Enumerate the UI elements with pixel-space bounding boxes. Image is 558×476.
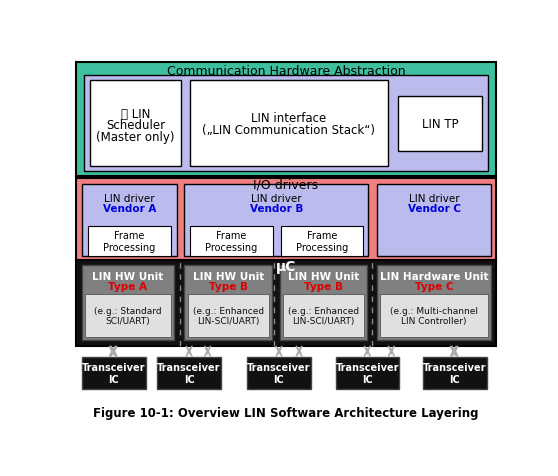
Text: (e.g.: Standard
SCI/UART): (e.g.: Standard SCI/UART) bbox=[94, 307, 162, 326]
Text: („LIN Communication Stack“): („LIN Communication Stack“) bbox=[202, 124, 375, 137]
Text: LIN driver: LIN driver bbox=[408, 194, 459, 204]
Text: Frame
Processing: Frame Processing bbox=[296, 231, 348, 252]
Text: LIN driver: LIN driver bbox=[104, 194, 155, 204]
Bar bbox=[88, 227, 171, 256]
Bar bbox=[280, 265, 367, 341]
Bar bbox=[377, 265, 492, 341]
Text: LIN TP: LIN TP bbox=[422, 118, 459, 130]
Text: LIN driver: LIN driver bbox=[251, 194, 302, 204]
Bar bbox=[190, 81, 387, 167]
Bar bbox=[76, 178, 496, 260]
Text: Transceiver
IC: Transceiver IC bbox=[335, 362, 399, 384]
Bar bbox=[185, 185, 368, 256]
Text: Frame
Processing: Frame Processing bbox=[205, 231, 257, 252]
Text: I/O drivers: I/O drivers bbox=[253, 178, 319, 191]
Text: LIN HW Unit: LIN HW Unit bbox=[288, 271, 359, 281]
Text: Transceiver
IC: Transceiver IC bbox=[247, 362, 311, 384]
Text: Transceiver
IC: Transceiver IC bbox=[157, 362, 221, 384]
Text: ⌛ LIN: ⌛ LIN bbox=[121, 108, 150, 121]
Text: Transceiver
IC: Transceiver IC bbox=[423, 362, 487, 384]
Bar bbox=[76, 63, 496, 177]
Text: Transceiver
IC: Transceiver IC bbox=[82, 362, 146, 384]
Text: Vendor B: Vendor B bbox=[249, 204, 303, 213]
Bar bbox=[283, 295, 364, 337]
Bar bbox=[82, 357, 146, 389]
Text: Vendor C: Vendor C bbox=[407, 204, 460, 213]
Bar bbox=[82, 185, 177, 256]
Bar bbox=[398, 96, 482, 152]
Text: LIN Hardware Unit: LIN Hardware Unit bbox=[380, 271, 488, 281]
Bar bbox=[377, 185, 492, 256]
Bar bbox=[380, 295, 488, 337]
Text: Communication Hardware Abstraction: Communication Hardware Abstraction bbox=[167, 64, 405, 78]
Bar bbox=[187, 295, 269, 337]
Text: LIN interface: LIN interface bbox=[251, 111, 326, 124]
Text: (e.g.: Enhanced
LIN-SCI/UART): (e.g.: Enhanced LIN-SCI/UART) bbox=[193, 307, 264, 326]
Text: Scheduler: Scheduler bbox=[106, 119, 165, 132]
Text: μC: μC bbox=[276, 259, 296, 273]
Text: Frame
Processing: Frame Processing bbox=[103, 231, 156, 252]
Text: (e.g.: Multi-channel
LIN Controller): (e.g.: Multi-channel LIN Controller) bbox=[390, 307, 478, 326]
Text: Type B: Type B bbox=[209, 281, 248, 291]
Text: Type B: Type B bbox=[304, 281, 343, 291]
Text: LIN HW Unit: LIN HW Unit bbox=[193, 271, 264, 281]
Text: Type C: Type C bbox=[415, 281, 453, 291]
Text: Figure 10-1: Overview LIN Software Architecture Layering: Figure 10-1: Overview LIN Software Archi… bbox=[93, 407, 479, 419]
Bar bbox=[423, 357, 487, 389]
Text: Vendor A: Vendor A bbox=[103, 204, 156, 213]
Text: (Master only): (Master only) bbox=[97, 130, 175, 144]
Bar bbox=[157, 357, 221, 389]
Bar bbox=[76, 260, 496, 346]
Bar bbox=[281, 227, 363, 256]
Text: Type A: Type A bbox=[108, 281, 147, 291]
Bar bbox=[85, 295, 171, 337]
Bar bbox=[185, 265, 272, 341]
Bar bbox=[90, 81, 181, 167]
Text: LIN HW Unit: LIN HW Unit bbox=[92, 271, 163, 281]
Bar bbox=[335, 357, 399, 389]
Bar bbox=[82, 265, 174, 341]
Bar bbox=[190, 227, 273, 256]
Text: (e.g.: Enhanced
LIN-SCI/UART): (e.g.: Enhanced LIN-SCI/UART) bbox=[288, 307, 359, 326]
Bar bbox=[247, 357, 311, 389]
Bar bbox=[84, 76, 488, 172]
